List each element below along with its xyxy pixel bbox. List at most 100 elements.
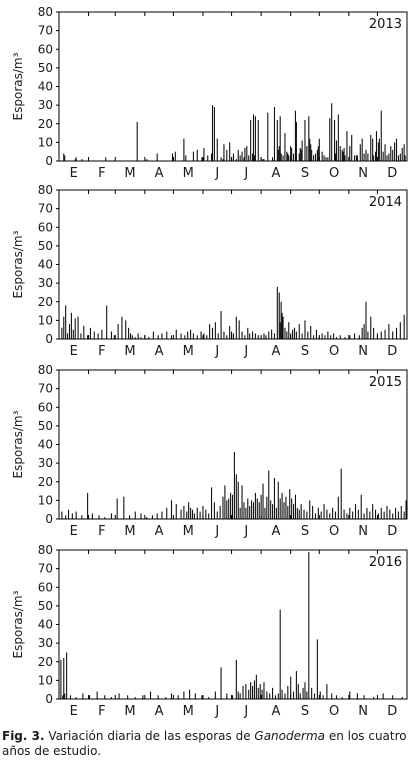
figure: 0 10 20 30 40 50 60 70 80 Esporas/m³ E F M A M J J A S O N D 2… [11, 5, 408, 719]
panel-2013-month-label: J [214, 166, 219, 181]
panel-2013-month-label: M [183, 166, 194, 181]
panel-2015-ytick-label: 30 [38, 456, 53, 470]
panel-2014-frame [58, 189, 408, 340]
panel-2016-ytick-label: 70 [38, 562, 53, 576]
caption-label: Fig. 3. [2, 729, 45, 743]
panel-2016-month-label: D [387, 704, 397, 719]
panel-2016-ytick-label: 30 [38, 636, 53, 650]
panel-2014-month-label: M [124, 344, 135, 359]
panel-2014-month-label: D [387, 344, 397, 359]
panel-2016-month-label: S [301, 704, 309, 719]
panel-2016-ytick-label: 60 [38, 580, 53, 594]
panel-2015-month-label: S [301, 524, 309, 539]
panel-2013-ytick-label: 40 [38, 80, 53, 94]
panel-2015-ytick-label: 0 [45, 512, 53, 526]
panel-2015-ytick-label: 70 [38, 382, 53, 396]
panel-2015-month-label: A [155, 524, 164, 539]
panel-2014-month-label: E [70, 344, 78, 359]
panel-2014-ytick-label: 10 [38, 313, 53, 327]
panel-2013-month-label: J [243, 166, 248, 181]
panel-2014-month-label: J [214, 344, 219, 359]
panel-2014-month-label: M [183, 344, 194, 359]
panel-2013-ytick-label: 0 [45, 154, 53, 168]
caption-text-after: en los cuatro años de estudio. [2, 729, 407, 758]
panel-2014-ytick-label: 50 [38, 239, 53, 253]
panel-2015-month-label: J [243, 524, 248, 539]
panel-2014-month-label: A [271, 344, 280, 359]
caption-genus: Ganoderma [254, 729, 325, 743]
panel-2016-month-label: F [98, 704, 105, 719]
panel-2015-month-label: O [329, 524, 339, 539]
panel-2014-month-label: J [243, 344, 248, 359]
caption-text-before: Variación diaria de las esporas de [48, 729, 251, 743]
panel-2014-ytick-label: 80 [38, 183, 53, 197]
panel-2013-year-label: 2013 [369, 17, 402, 32]
panel-2016-ytick-label: 0 [45, 692, 53, 706]
panel-2016-month-label: A [155, 704, 164, 719]
panel-2016-month-label: J [243, 704, 248, 719]
panel-2014-ytick-label: 40 [38, 258, 53, 272]
panel-2013-ytick-label: 10 [38, 135, 53, 149]
panel-2014-ytick-label: 70 [38, 202, 53, 216]
panel-2013-month-label: A [155, 166, 164, 181]
panel-2013-month-label: M [124, 166, 135, 181]
panel-2015-ytick-label: 40 [38, 438, 53, 452]
panel-2015-month-label: M [124, 524, 135, 539]
panel-2014-ytick-label: 30 [38, 276, 53, 290]
panel-2015-frame [58, 369, 408, 520]
panel-2016-month-label: N [358, 704, 368, 719]
panel-2016-month-label: M [124, 704, 135, 719]
panel-2015-ytick-label: 10 [38, 493, 53, 507]
panel-2014-ytick-label: 60 [38, 220, 53, 234]
panel-2016-ytick-label: 40 [38, 618, 53, 632]
panel-2014-ytick-label: 0 [45, 332, 53, 346]
panel-2014-month-label: N [358, 344, 368, 359]
panel-2015-month-label: J [214, 524, 219, 539]
panel-2015-month-label: N [358, 524, 368, 539]
panel-2013-ytick-label: 30 [38, 98, 53, 112]
panel-2016-ytick-label: 20 [38, 655, 53, 669]
panel-2013-ytick-label: 50 [38, 61, 53, 75]
panel-2013-ytick-label: 70 [38, 24, 53, 38]
panel-2015-year-label: 2015 [369, 375, 402, 390]
panel-2016-month-label: M [183, 704, 194, 719]
panel-2014-ytick-label: 20 [38, 295, 53, 309]
panel-2013-month-label: F [98, 166, 105, 181]
panel-2015-ytick-label: 20 [38, 475, 53, 489]
panel-2014-y-axis-label: Esporas/m³ [11, 230, 25, 298]
panel-2015-month-label: F [98, 524, 105, 539]
figure-caption: Fig. 3. Variación diaria de las esporas … [2, 729, 418, 759]
panel-2015-y-axis-label: Esporas/m³ [11, 410, 25, 478]
panel-2013-month-label: E [70, 166, 78, 181]
panel-2014-year-label: 2014 [369, 195, 402, 210]
panel-2015-ytick-label: 80 [38, 363, 53, 377]
panel-2016-y-axis-label: Esporas/m³ [11, 590, 25, 658]
panel-2013-month-label: N [358, 166, 368, 181]
panel-2014-month-label: O [329, 344, 339, 359]
panel-2013-frame [58, 11, 408, 162]
panel-2016-month-label: O [329, 704, 339, 719]
panel-2016-month-label: A [271, 704, 280, 719]
panel-2015-ytick-label: 60 [38, 400, 53, 414]
panel-2014-month-label: F [98, 344, 105, 359]
panel-2016-ytick-label: 10 [38, 673, 53, 687]
panel-2014-month-label: A [155, 344, 164, 359]
panel-2015-ytick-label: 50 [38, 419, 53, 433]
panel-2013-month-label: D [387, 166, 397, 181]
panel-2015-month-label: A [271, 524, 280, 539]
panel-2015-month-label: M [183, 524, 194, 539]
panel-2016-ytick-label: 80 [38, 543, 53, 557]
panel-2013-month-label: A [271, 166, 280, 181]
panel-2013-month-label: S [301, 166, 309, 181]
panel-2013-ytick-label: 60 [38, 42, 53, 56]
panel-2016-month-label: J [214, 704, 219, 719]
panel-2016-ytick-label: 50 [38, 599, 53, 613]
panel-2013-ytick-label: 80 [38, 5, 53, 19]
panel-2015-month-label: D [387, 524, 397, 539]
panel-2014-month-label: S [301, 344, 309, 359]
panel-2016-year-label: 2016 [369, 555, 402, 570]
panel-2013-month-label: O [329, 166, 339, 181]
panel-2016-frame [58, 549, 408, 700]
panel-2013-y-axis-label: Esporas/m³ [11, 52, 25, 120]
panel-2016-month-label: E [70, 704, 78, 719]
